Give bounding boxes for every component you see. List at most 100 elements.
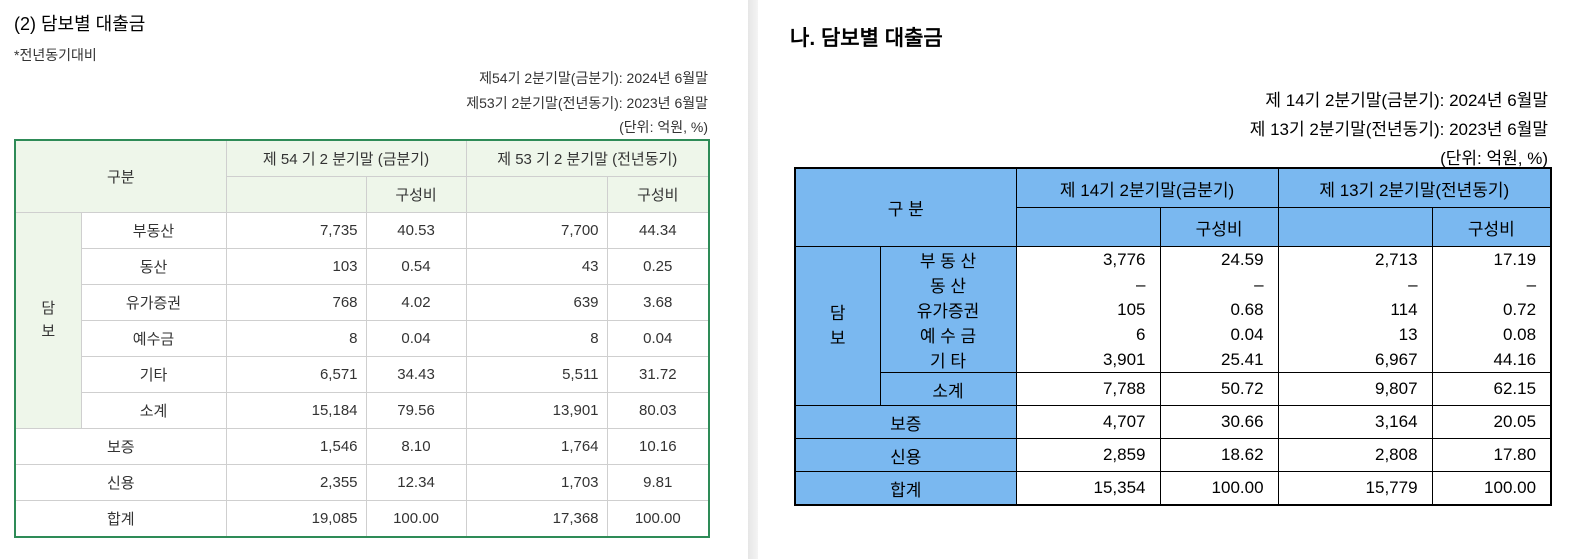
value-cell: 7,735 xyxy=(225,212,367,249)
row-label: 동산 xyxy=(80,248,227,285)
left-panel: (2) 담보별 대출금 *전년동기대비 제54기 2분기말(금분기): 2024… xyxy=(0,0,748,559)
period: 제54기 2분기말(금분기): 2024년 6월말 xyxy=(479,70,708,86)
row: 기 타 3,901 25.41 6,967 44.16 xyxy=(795,347,1552,373)
unit: (단위: 억원, %) xyxy=(1440,149,1548,168)
value-cell: 100.00 xyxy=(1159,471,1279,506)
value-cell: 31.72 xyxy=(606,356,710,393)
value-cell: 44.34 xyxy=(606,212,710,249)
value-cell: 15,184 xyxy=(225,392,367,429)
value-cell: 5,511 xyxy=(465,356,608,393)
unit: (단위: 억원, %) xyxy=(619,119,708,135)
note: *전년동기대비 xyxy=(14,47,97,63)
value-cell: 13,901 xyxy=(465,392,608,429)
row: 동 산 – – – – xyxy=(795,272,1552,297)
row-label: 유가증권 xyxy=(80,284,227,321)
value-cell: 0.54 xyxy=(365,248,467,285)
row-label: 기 타 xyxy=(879,347,1017,373)
value-cell: 17.80 xyxy=(1431,438,1552,472)
row-label: 신용 xyxy=(14,464,227,501)
period: 제53기 2분기말(전년동기): 2023년 6월말 xyxy=(466,95,708,111)
group-cell: 담보 xyxy=(794,246,881,406)
value-cell: 80.03 xyxy=(606,392,710,429)
table: 구분 제 54 기 2 분기말 (금분기) 제 53 기 2 분기말 (전년동기) 구… xyxy=(14,139,711,538)
value-cell: 18.62 xyxy=(1159,438,1279,472)
value-cell: 100.00 xyxy=(606,500,710,538)
header-cell: 구성비 xyxy=(606,176,710,213)
group-cell: 담보 xyxy=(14,212,82,429)
value-cell: 8 xyxy=(225,320,367,357)
value-cell: 44.16 xyxy=(1431,347,1552,373)
header-cell: 제 13기 2분기말(전년동기) xyxy=(1277,167,1552,208)
value-cell: 9.81 xyxy=(606,464,710,501)
value-cell: 2,355 xyxy=(225,464,367,501)
value-cell: 100.00 xyxy=(1431,471,1552,506)
row-label: 합계 xyxy=(14,500,227,538)
row: 합계 15,354 100.00 15,779 100.00 xyxy=(794,471,1552,506)
value-cell: 20.05 xyxy=(1431,405,1552,439)
row-label: 유가증권 xyxy=(879,297,1017,322)
row: 신용 2,859 18.62 2,808 17.80 xyxy=(794,438,1552,472)
row-label: 기타 xyxy=(80,356,227,393)
group-label: 담보 xyxy=(829,303,846,349)
row: 기타 6,571 34.43 5,511 31.72 xyxy=(15,356,710,393)
row-label: 보증 xyxy=(14,428,227,465)
header-cell xyxy=(225,176,367,213)
row: 소계 15,184 79.56 13,901 80.03 xyxy=(15,392,710,429)
value-cell: 0.04 xyxy=(1159,322,1279,347)
right-panel: 나. 담보별 대출금 제 14기 2분기말(금분기): 2024년 6월말 제 … xyxy=(758,0,1596,559)
value-cell: 639 xyxy=(465,284,608,321)
value-cell: 0.08 xyxy=(1431,322,1552,347)
value-cell: – xyxy=(1277,272,1433,297)
value-cell: 6,967 xyxy=(1277,347,1433,373)
value-cell: 6,571 xyxy=(225,356,367,393)
value-cell: 13 xyxy=(1277,322,1433,347)
row: 담보 부 동 산 3,776 24.59 2,713 17.19 xyxy=(794,246,1552,406)
row-label: 신용 xyxy=(794,438,1017,472)
row: 보증 4,707 30.66 3,164 20.05 xyxy=(794,405,1552,439)
value-cell: 30.66 xyxy=(1159,405,1279,439)
value-cell: 34.43 xyxy=(365,356,467,393)
value-cell: 19,085 xyxy=(225,500,367,538)
header-cell: 구성비 xyxy=(365,176,467,213)
row-label: 보증 xyxy=(794,405,1017,439)
header-cell: 구성비 xyxy=(1159,207,1279,247)
value-cell: 79.56 xyxy=(365,392,467,429)
header-cell: 구분 xyxy=(14,139,227,213)
row: 유가증권 105 0.68 114 0.72 xyxy=(795,297,1552,322)
value-cell: 1,546 xyxy=(225,428,367,465)
group-label: 담보 xyxy=(41,300,56,340)
row: 신용 2,355 12.34 1,703 9.81 xyxy=(14,464,710,501)
value-cell: 103 xyxy=(225,248,367,285)
header-cell xyxy=(465,176,608,213)
value-cell: – xyxy=(1015,272,1161,297)
value-cell: 15,354 xyxy=(1015,471,1161,506)
row: 동산 103 0.54 43 0.25 xyxy=(15,248,710,285)
value-cell: – xyxy=(1159,272,1279,297)
value-cell: 0.72 xyxy=(1431,297,1552,322)
header-row: 구성비 구성비 xyxy=(15,176,710,213)
header-cell: 제 54 기 2 분기말 (금분기) xyxy=(225,139,467,177)
value-cell: 3,901 xyxy=(1015,347,1161,373)
row: 합계 19,085 100.00 17,368 100.00 xyxy=(14,500,710,538)
row-label: 예 수 금 xyxy=(879,322,1017,347)
row-label: 부 동 산 xyxy=(879,246,1017,272)
header-cell: 제 53 기 2 분기말 (전년동기) xyxy=(465,139,710,177)
value-cell: 17,368 xyxy=(465,500,608,538)
value-cell: 15,779 xyxy=(1277,471,1433,506)
header-cell: 구성비 xyxy=(1431,207,1552,247)
value-cell: 3.68 xyxy=(606,284,710,321)
value-cell: 50.72 xyxy=(1159,372,1279,406)
value-cell: 6 xyxy=(1015,322,1161,347)
row-label: 소계 xyxy=(80,392,227,429)
value-cell: 0.04 xyxy=(365,320,467,357)
header-cell xyxy=(1015,207,1161,247)
value-cell: 0.25 xyxy=(606,248,710,285)
value-cell: – xyxy=(1431,272,1552,297)
row-label: 동 산 xyxy=(879,272,1017,297)
value-cell: 4.02 xyxy=(365,284,467,321)
value-cell: 2,859 xyxy=(1015,438,1161,472)
value-cell: 62.15 xyxy=(1431,372,1552,406)
title: (2) 담보별 대출금 xyxy=(14,14,146,34)
value-cell: 2,713 xyxy=(1277,246,1433,272)
